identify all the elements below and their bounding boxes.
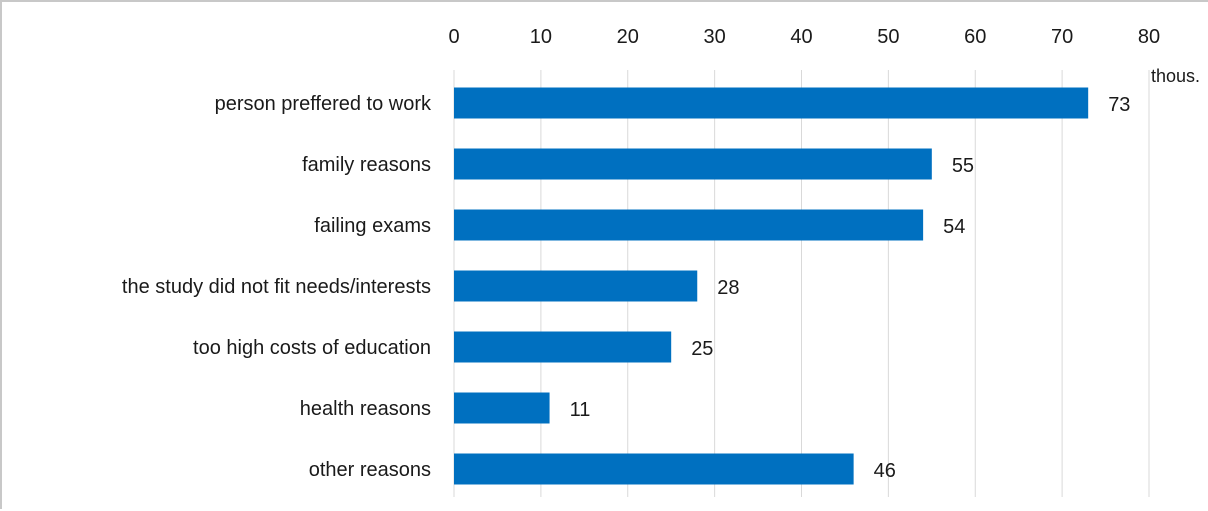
gridlines	[453, 70, 1150, 497]
data-label: 11	[570, 399, 591, 421]
bar	[454, 209, 924, 241]
data-label: 55	[952, 155, 974, 177]
data-label: 28	[717, 277, 739, 299]
x-tick-label: 40	[790, 26, 812, 48]
value-labels: 73 55 54 28 25 11 46	[570, 94, 1131, 482]
x-tick-label: 30	[704, 26, 726, 48]
x-tick-label: 70	[1051, 26, 1073, 48]
x-tick-label: 50	[877, 26, 899, 48]
bar	[454, 453, 854, 485]
category-label: family reasons	[302, 154, 431, 176]
category-label: failing exams	[314, 215, 431, 237]
x-tick-label: 20	[617, 26, 639, 48]
category-label: the study did not fit needs/interests	[122, 276, 431, 298]
bar	[454, 148, 932, 180]
x-tick-label: 60	[964, 26, 986, 48]
x-tick-label: 80	[1138, 26, 1160, 48]
x-tick-label: 10	[530, 26, 552, 48]
data-label: 73	[1108, 94, 1130, 116]
data-label: 25	[691, 338, 713, 360]
unit-label: thous.	[1151, 66, 1200, 86]
x-tick-label: 0	[448, 26, 459, 48]
data-label: 46	[874, 460, 896, 482]
bar	[454, 331, 672, 363]
category-labels: person preffered to work family reasons fa…	[122, 93, 432, 481]
bar	[454, 270, 698, 302]
data-label: 54	[943, 216, 965, 238]
category-label: too high costs of education	[193, 337, 431, 359]
category-label: person preffered to work	[215, 93, 432, 115]
bar	[454, 87, 1089, 119]
bars	[454, 87, 1089, 485]
category-label: other reasons	[309, 459, 431, 481]
category-label: health reasons	[300, 398, 431, 420]
bar	[454, 392, 550, 424]
x-axis-ticks: 0 10 20 30 40 50 60 70 80	[448, 26, 1160, 48]
